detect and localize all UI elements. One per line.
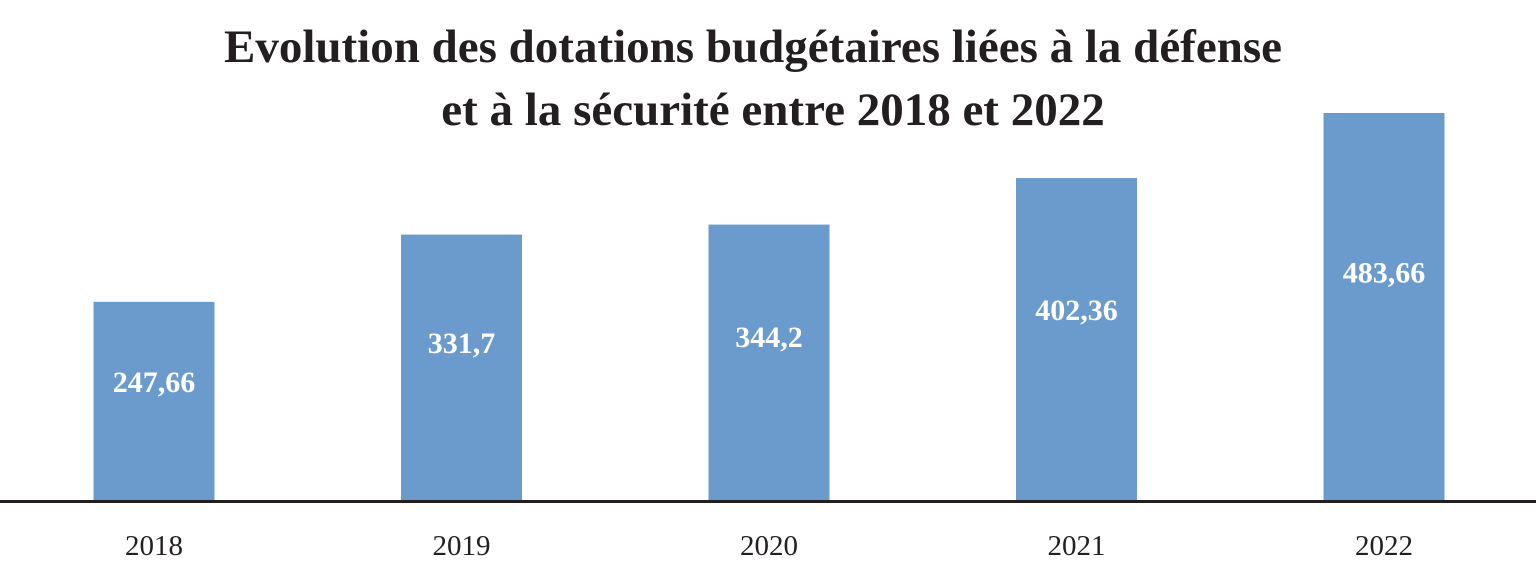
chart-title: Evolution des dotations budgétaires liée… [0, 16, 1506, 142]
bar-2019 [401, 234, 522, 500]
data-label-2021: 402,36 [1035, 294, 1118, 327]
data-label-2022: 483,66 [1343, 256, 1426, 289]
chart-title-line-1: Evolution des dotations budgétaires liée… [223, 21, 1282, 73]
bar-2022 [1323, 113, 1445, 500]
x-tick-labels-group: 2018 2019 2020 2021 2022 [125, 530, 1413, 562]
x-tick-label-2021: 2021 [1048, 530, 1106, 562]
bar-2020 [708, 224, 830, 501]
data-label-2019: 331,7 [428, 327, 496, 360]
x-tick-label-2022: 2022 [1355, 530, 1413, 562]
data-label-2020: 344,2 [735, 321, 803, 354]
bar-2018 [93, 301, 215, 500]
x-tick-label-2020: 2020 [740, 530, 798, 562]
chart-title-line-2: et à la sécurité entre 2018 et 2022 [441, 84, 1105, 136]
bar-2021 [1016, 178, 1137, 500]
x-tick-label-2019: 2019 [433, 530, 491, 562]
x-tick-label-2018: 2018 [125, 530, 183, 562]
bars-group: 247,66 331,7 344,2 402,36 483,66 [93, 113, 1445, 501]
data-label-2018: 247,66 [113, 366, 196, 399]
